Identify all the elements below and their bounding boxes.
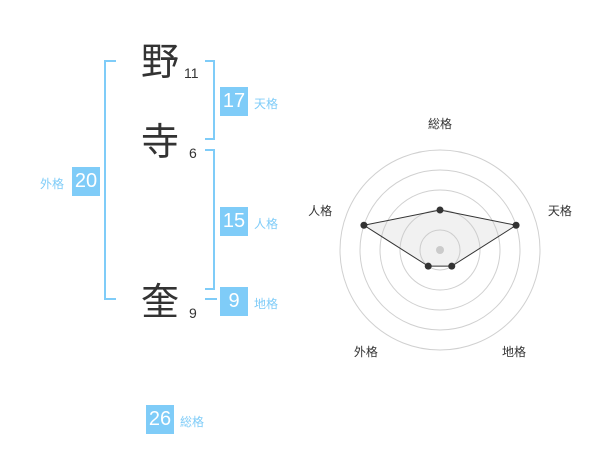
soukaku-label: 総格: [180, 415, 205, 429]
radar-axis-label: 人格: [308, 203, 332, 218]
bracket-tick: [205, 149, 215, 151]
bracket-tick: [205, 60, 215, 62]
chikaku-label: 地格: [254, 297, 279, 311]
radar-ring: [419, 229, 461, 271]
gaikaku-label: 外格: [40, 177, 65, 191]
radar-axis-label: 天格: [548, 203, 572, 218]
name-char-3: 奎: [140, 280, 179, 324]
bracket-tick: [205, 288, 215, 290]
gaikaku-value: 20: [72, 167, 100, 196]
bracket-tick: [205, 138, 215, 140]
bracket-tick: [104, 298, 116, 300]
stroke-count-1: 11: [184, 65, 199, 81]
tenkaku-bracket: [213, 60, 215, 140]
radar-data-point: [512, 221, 520, 229]
jinkaku-value: 15: [220, 207, 248, 236]
bracket-tick: [104, 60, 116, 62]
radar-data-point: [360, 221, 368, 229]
radar-data-polygon: [362, 209, 518, 267]
stroke-count-3: 9: [189, 305, 197, 321]
chikaku-value: 9: [220, 287, 248, 316]
jinkaku-label: 人格: [254, 217, 279, 231]
radar-ring: [379, 189, 501, 311]
stroke-count-2: 6: [189, 145, 197, 161]
name-char-1: 野: [140, 40, 179, 84]
radar-ring: [339, 149, 541, 351]
chikaku-connector: [205, 298, 217, 300]
radar-axis-label: 総格: [428, 116, 452, 131]
radar-center: [436, 246, 444, 254]
radar-data-point: [448, 262, 456, 270]
tenkaku-label: 天格: [254, 97, 279, 111]
gaikaku-bracket: [104, 60, 106, 300]
soukaku-value: 26: [146, 405, 174, 434]
radar-ring: [359, 169, 521, 331]
tenkaku-value: 17: [220, 87, 248, 116]
radar-axis-label: 外格: [354, 344, 378, 359]
jinkaku-bracket: [213, 149, 215, 290]
radar-data-point: [436, 206, 444, 214]
name-char-2: 寺: [140, 120, 179, 164]
radar-data-point: [424, 262, 432, 270]
radar-axis-label: 地格: [502, 344, 526, 359]
